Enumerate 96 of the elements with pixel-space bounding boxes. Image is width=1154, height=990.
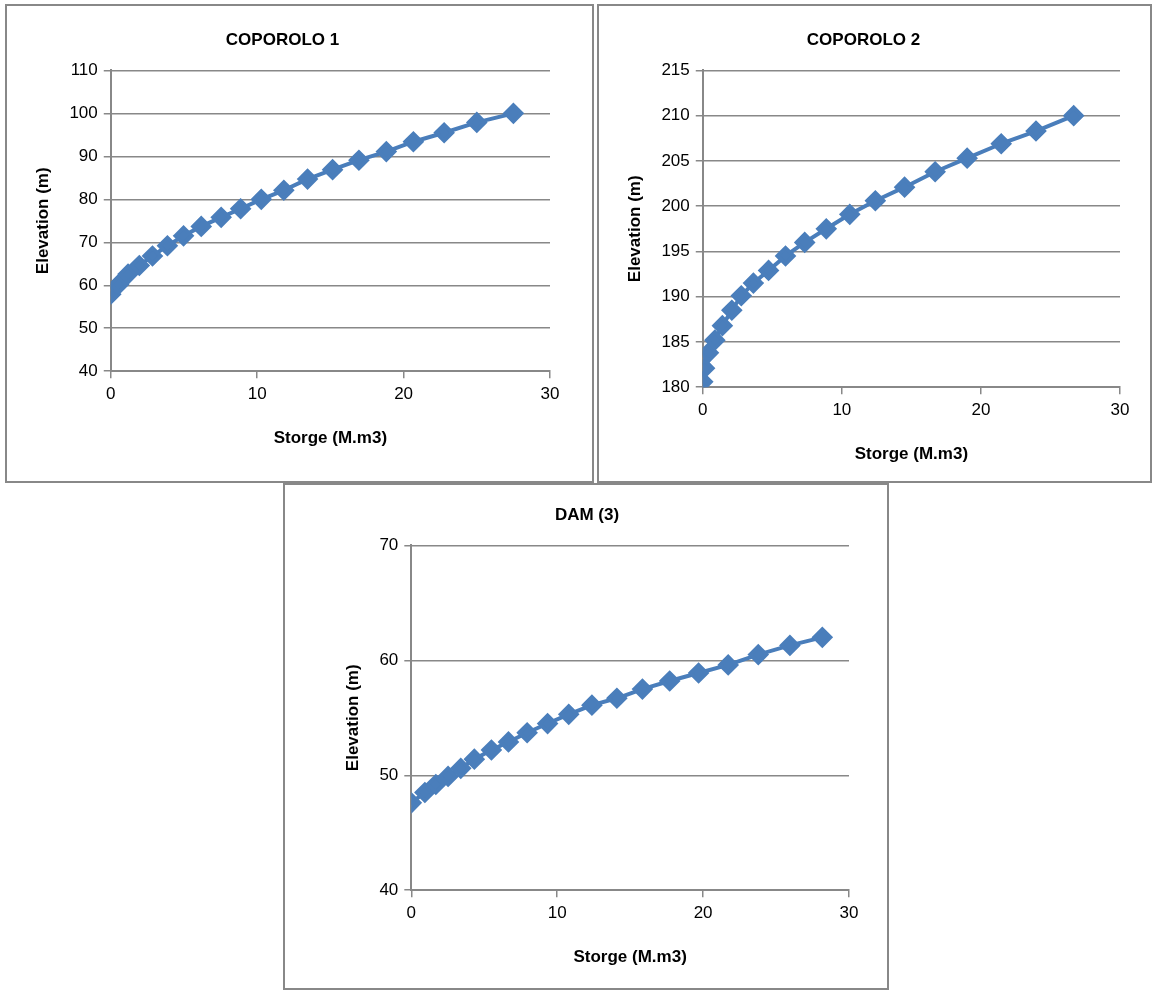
x-tick-label: 10 [247, 384, 267, 404]
y-tick-label: 60 [78, 274, 98, 294]
y-tick-label: 80 [78, 189, 98, 208]
point [297, 169, 318, 190]
point [957, 148, 978, 169]
y-tick-label: 40 [78, 360, 98, 380]
point [517, 722, 538, 743]
point [348, 150, 369, 171]
point [558, 704, 579, 725]
x-tick-label: 10 [832, 400, 852, 420]
point [632, 679, 653, 700]
x-axis-title: Storge (M.m3) [854, 444, 969, 464]
point [118, 264, 139, 285]
point [464, 749, 485, 770]
point [110, 274, 129, 295]
point [775, 245, 796, 266]
y-tick-label: 90 [78, 146, 98, 166]
y-tick-label: 70 [78, 231, 98, 251]
point [403, 131, 424, 152]
point [425, 774, 446, 795]
x-tick-label: 30 [839, 903, 859, 923]
point [1063, 105, 1084, 126]
y-tick-label: 185 [661, 331, 690, 351]
point [659, 671, 680, 692]
y-axis-title: Elevation (m) [342, 664, 362, 772]
point [273, 180, 294, 201]
point [157, 235, 178, 256]
point [466, 112, 487, 133]
y-tick-label: 70 [379, 535, 399, 555]
point [129, 255, 150, 276]
point [142, 246, 163, 267]
point [481, 739, 502, 760]
y-tick-label: 205 [661, 150, 690, 170]
point [704, 330, 725, 351]
point [743, 273, 764, 294]
point [211, 207, 232, 228]
x-tick-label: 0 [698, 400, 708, 420]
x-axis-title: Storge (M.m3) [273, 428, 388, 448]
point [721, 300, 742, 321]
point [925, 161, 946, 182]
point [434, 122, 455, 143]
point [865, 190, 886, 211]
y-tick-label: 100 [69, 103, 98, 123]
chart-title: COPOROLO 2 [806, 29, 921, 49]
chart-title: DAM (3) [554, 504, 620, 524]
point [748, 644, 769, 665]
point [498, 731, 519, 752]
y-tick-label: 180 [661, 376, 690, 396]
y-axis-title: Elevation (m) [32, 167, 52, 275]
point [839, 204, 860, 225]
x-tick-label: 0 [106, 384, 116, 404]
x-tick-label: 0 [406, 903, 417, 923]
y-tick-label: 200 [661, 195, 690, 215]
x-tick-label: 20 [693, 903, 713, 923]
point [450, 758, 471, 779]
point [414, 782, 435, 803]
point [712, 315, 733, 336]
point [1026, 121, 1046, 142]
point [438, 766, 459, 787]
point [812, 627, 833, 648]
y-tick-label: 190 [661, 286, 690, 306]
point [779, 635, 800, 656]
y-tick-label: 40 [379, 879, 399, 899]
x-tick-label: 20 [394, 384, 414, 404]
point [503, 103, 524, 124]
y-tick-label: 215 [661, 60, 690, 80]
y-tick-label: 50 [379, 764, 399, 784]
point [537, 713, 558, 734]
point [376, 141, 397, 162]
x-tick-label: 20 [971, 400, 991, 420]
chart-title: COPOROLO 1 [225, 29, 340, 49]
point [322, 159, 343, 180]
y-tick-label: 60 [379, 650, 399, 670]
point [718, 654, 739, 675]
point [758, 260, 779, 281]
point [581, 695, 602, 716]
y-tick-label: 50 [78, 317, 98, 337]
x-tick-label: 10 [547, 903, 567, 923]
y-axis-title: Elevation (m) [624, 175, 644, 283]
point [688, 662, 709, 683]
point [794, 232, 815, 253]
point [731, 285, 752, 306]
x-tick-label: 30 [1110, 400, 1130, 420]
y-tick-label: 195 [661, 241, 690, 261]
point [191, 216, 212, 237]
point [991, 133, 1012, 154]
x-axis-title: Storge (M.m3) [573, 947, 687, 967]
point [894, 177, 915, 198]
point [251, 189, 272, 210]
y-tick-label: 110 [70, 60, 98, 80]
point [173, 225, 194, 246]
y-tick-label: 210 [661, 105, 690, 125]
point [230, 198, 251, 219]
point [816, 218, 837, 239]
x-tick-label: 30 [540, 384, 560, 404]
point [606, 688, 627, 709]
